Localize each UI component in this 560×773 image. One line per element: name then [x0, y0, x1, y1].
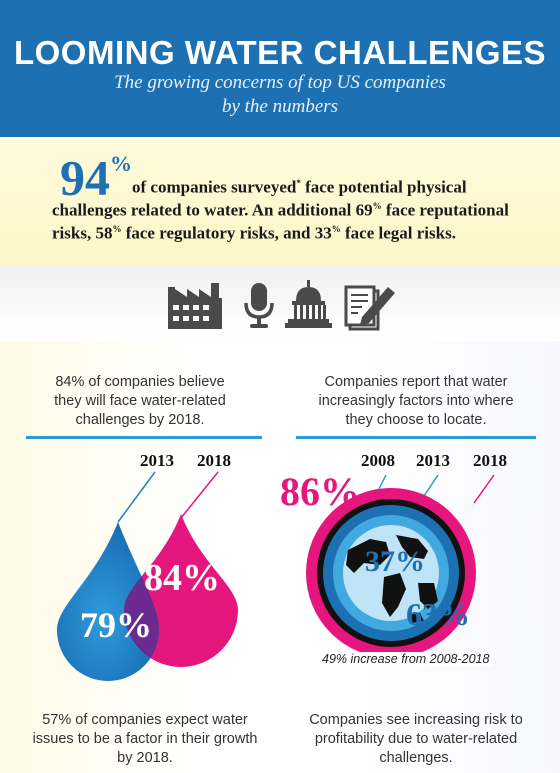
capitol-icon	[285, 280, 332, 328]
icon-row	[0, 265, 560, 341]
left-caption-line-1: 84% of companies believe	[55, 374, 225, 390]
right-caption-line-1: Companies report that water	[324, 374, 508, 390]
drop-2018-value: 84%	[144, 557, 220, 599]
ring-2008-value: 37%	[365, 545, 425, 578]
water-drops-graphic: 84% 79%	[57, 471, 238, 681]
subtitle-line-1: The growing concerns of top US companies	[114, 72, 446, 93]
bottom-left-line-2: issues to be a factor in their growth	[32, 731, 258, 747]
left-caption: 84% of companies believe they will face …	[20, 373, 260, 430]
drop-2018-callout-line	[180, 471, 219, 519]
microphone-icon	[244, 283, 274, 328]
right-caption-line-3: they choose to locate.	[345, 412, 487, 428]
globe-continents	[346, 535, 438, 623]
page-title: LOOMING WATER CHALLENGES	[13, 34, 547, 71]
left-divider	[26, 436, 262, 439]
headline-stat-line-2: challenges related to water. An addition…	[52, 200, 509, 220]
ring-2018-value: 86%	[280, 469, 360, 514]
left-year-2013: 2013	[140, 451, 174, 470]
icon-row-graphics	[168, 280, 395, 331]
header-banner: LOOMING WATER CHALLENGES The growing con…	[0, 0, 560, 137]
bottom-right-line-3: challenges.	[379, 750, 453, 766]
right-year-2008: 2008	[361, 451, 395, 470]
right-divider	[296, 436, 536, 439]
headline-stat-value: 94%	[60, 149, 132, 206]
right-year-2018: 2018	[473, 451, 507, 470]
subtitle-line-2: by the numbers	[221, 96, 339, 117]
bottom-left-caption: 57% of companies expect water issues to …	[16, 711, 274, 768]
document-signing-icon	[344, 285, 395, 331]
right-caption: Companies report that water increasingly…	[296, 373, 536, 430]
page-subtitle: The growing concerns of top US companies…	[0, 71, 560, 119]
bottom-left-line-1: 57% of companies expect water	[42, 712, 248, 728]
drop-2013-value: 79%	[80, 605, 152, 645]
ring-2013-value: 63%	[406, 596, 470, 632]
right-caption-line-2: increasingly factors into where	[318, 393, 514, 409]
ring-2018-callout-line	[473, 474, 495, 504]
bottom-right-line-1: Companies see increasing risk to	[309, 712, 523, 728]
headline-stat-line-1: of companies surveyed* face potential ph…	[132, 177, 467, 197]
left-caption-line-2: they will face water-related	[54, 393, 226, 409]
drop-2013-callout-line	[117, 471, 156, 523]
increase-footnote: 49% increase from 2008-2018	[318, 652, 494, 666]
bottom-right-line-2: profitability due to water-related	[314, 731, 518, 747]
headline-stat-band	[0, 137, 560, 265]
headline-stat-line-3: risks, 58% face regulatory risks, and 33…	[52, 223, 456, 243]
globe-rings-graphic: 37% 63% 86%	[280, 469, 495, 658]
bottom-right-caption: Companies see increasing risk to profita…	[296, 711, 536, 768]
drop-overlap	[124, 522, 159, 667]
left-year-2018: 2018	[197, 451, 231, 470]
left-caption-line-3: challenges by 2018.	[75, 412, 205, 428]
bottom-left-line-3: by 2018.	[117, 750, 173, 766]
factory-icon	[168, 283, 222, 329]
right-year-2013: 2013	[416, 451, 450, 470]
